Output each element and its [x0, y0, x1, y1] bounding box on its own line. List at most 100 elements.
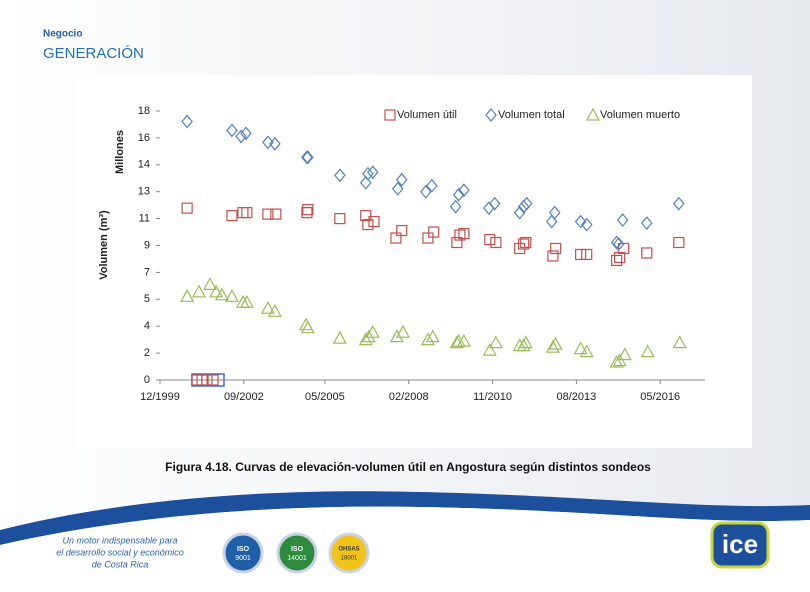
marker-diamond [226, 123, 238, 138]
marker-diamond [395, 172, 408, 187]
marker-square [362, 218, 374, 231]
marker-triangle [672, 335, 687, 349]
marker-square [428, 226, 440, 238]
marker-diamond [302, 150, 314, 165]
marker-square [518, 238, 530, 250]
marker-diamond [240, 126, 252, 141]
marker-triangle [609, 354, 624, 368]
marker-triangle [420, 332, 435, 346]
marker-square [575, 248, 587, 261]
badge-name: ISO [291, 546, 304, 553]
marker-square [547, 250, 559, 262]
marker-diamond [452, 187, 465, 202]
marker-triangle [202, 277, 217, 290]
marker-square [390, 232, 402, 244]
marker-triangle [214, 287, 229, 301]
marker-diamond [301, 150, 313, 165]
y-tick-label: 13 [138, 186, 150, 198]
marker-square [611, 254, 623, 267]
marker-square [520, 236, 532, 249]
y-tick-label: 18 [138, 105, 150, 117]
marker-square [451, 236, 463, 249]
marker-square [201, 374, 213, 386]
marker-triangle [456, 333, 471, 347]
legend: Volumen útil Volumen total Volumen muert… [384, 107, 680, 122]
marker-triangle [192, 284, 207, 298]
badge-code: 14001 [287, 555, 307, 562]
marker-triangle [358, 332, 373, 346]
marker-diamond [362, 166, 374, 181]
marker-triangle [224, 289, 239, 302]
x-tick-label: 02/2008 [389, 391, 429, 403]
marker-diamond [520, 196, 533, 211]
caption: Figura 4.18. Curvas de elevación-volumen… [165, 460, 651, 474]
x-tick-label: 05/2016 [640, 391, 680, 403]
y-tick-label: 11 [139, 213, 150, 225]
slogan-line: de Costa Rica [92, 559, 149, 569]
marker-diamond [616, 213, 629, 228]
marker-square [368, 215, 380, 228]
legend-label: Volumen total [498, 109, 565, 121]
marker-square [207, 374, 219, 386]
marker-diamond [574, 214, 587, 229]
badge [328, 532, 370, 574]
marker-diamond [426, 178, 438, 193]
marker-triangle [548, 336, 563, 350]
marker-square [181, 202, 193, 214]
marker-diamond [580, 217, 593, 232]
marker-diamond [458, 183, 470, 198]
marker-diamond [612, 237, 625, 251]
marker-diamond [359, 175, 372, 190]
y-tick-label: 4 [144, 320, 150, 332]
marker-square [581, 248, 593, 261]
marker-triangle [267, 304, 282, 317]
marker-triangle [365, 324, 380, 338]
marker-diamond [513, 205, 526, 220]
marker-square [262, 208, 274, 220]
marker-square [673, 236, 685, 249]
marker-square [384, 109, 396, 121]
y-axis-title: Volumen (m³) [98, 210, 110, 280]
y-tick-label: 5 [144, 293, 150, 305]
marker-square [422, 232, 434, 244]
chart-panel [76, 75, 752, 448]
marker-triangle [518, 335, 533, 349]
logo-text: ice [722, 529, 758, 559]
y-tick-label: 0 [144, 374, 150, 386]
marker-square [360, 210, 372, 222]
marker-triangle [209, 284, 224, 298]
marker-diamond [262, 135, 274, 150]
marker-square [226, 210, 238, 222]
marker-triangle [300, 320, 315, 334]
y-tick-label: 16 [138, 132, 150, 144]
badge [276, 532, 318, 574]
marker-diamond [235, 129, 247, 144]
marker-diamond [181, 114, 193, 129]
marker-diamond [673, 196, 685, 211]
badge-name: OHSAS [338, 547, 359, 553]
marker-diamond [391, 181, 404, 196]
x-tick-label: 05/2005 [305, 391, 345, 403]
marker-triangle [585, 107, 601, 121]
marker-square [241, 207, 253, 219]
marker-triangle [389, 329, 404, 343]
marker-triangle [332, 330, 347, 344]
marker-diamond [517, 199, 530, 214]
y-tick-label: 9 [144, 239, 150, 251]
marker-diamond [449, 199, 462, 214]
marker-square [484, 233, 496, 246]
marker-diamond [269, 136, 281, 151]
marker-diamond [545, 214, 558, 229]
marker-square [334, 213, 346, 225]
marker-triangle [395, 324, 410, 338]
header-unit: Negocio [43, 29, 82, 40]
header-title: GENERACIÓN [43, 45, 144, 62]
marker-diamond [420, 184, 432, 199]
marker-triangle [180, 289, 195, 302]
badge-code: 9001 [235, 555, 251, 562]
marker-square [301, 207, 313, 219]
y-tick-label: 7 [144, 266, 150, 278]
badge-name: ISO [237, 546, 250, 553]
footer-wave [0, 491, 810, 545]
